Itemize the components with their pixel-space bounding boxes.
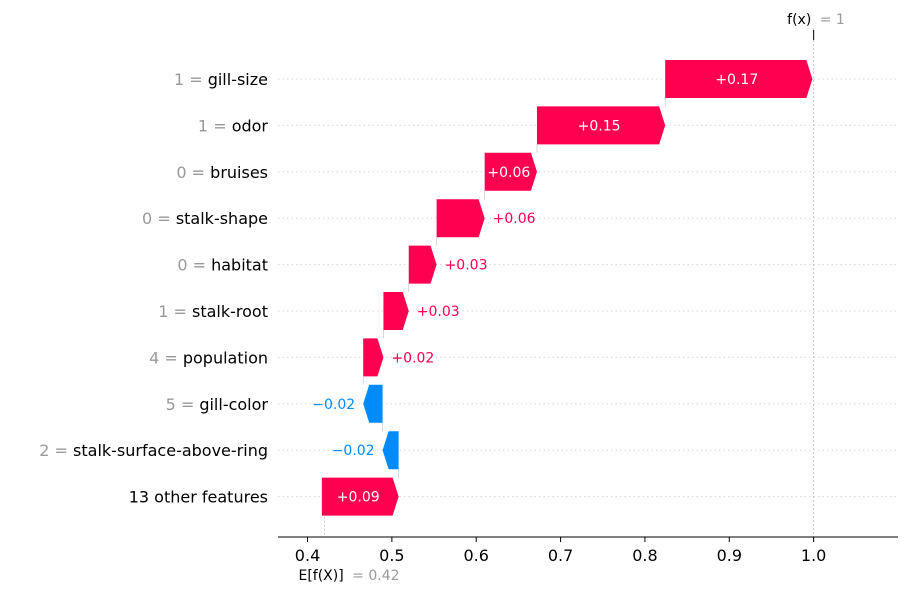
bar-positive (436, 199, 485, 238)
feature-label: 1 = gill-size (174, 70, 268, 89)
bar-value-label: −0.02 (332, 443, 375, 459)
feature-label: 2 = stalk-surface-above-ring (39, 441, 268, 460)
bars: +0.17 +0.15 +0.06 +0.06 +0.03 +0.03 +0.02 −0.02… (312, 60, 813, 516)
feature-label: 0 = bruises (176, 163, 268, 182)
fx-label-main: f(x) (787, 12, 811, 28)
feature-label: 1 = odor (198, 116, 269, 135)
feature-name: gill-size (208, 70, 268, 89)
bar-positive (363, 338, 384, 377)
efx-label: E[f(X)] = 0.42 (298, 568, 399, 584)
bar-positive (408, 245, 437, 284)
feature-value: 5 = (166, 395, 200, 414)
bar-positive (665, 60, 813, 98)
bar-value-label: +0.03 (417, 304, 460, 320)
feature-value: 4 = (149, 348, 183, 367)
annotations: f(x) = 1 E[f(X)] = 0.42 (298, 12, 844, 584)
feature-label: 1 = stalk-root (158, 302, 268, 321)
bar-value-label: +0.06 (493, 211, 536, 227)
x-tick-label: 1.0 (801, 546, 826, 565)
feature-name: stalk-root (192, 302, 268, 321)
bar-value-label: +0.17 (715, 72, 758, 88)
feature-label: 0 = habitat (177, 256, 268, 275)
feature-name: habitat (211, 256, 268, 275)
feature-name: stalk-surface-above-ring (73, 441, 268, 460)
bar-value-label: +0.09 (337, 490, 380, 506)
bar-positive (383, 292, 409, 330)
feature-value: 1 = (158, 302, 192, 321)
bar-positive (536, 106, 666, 145)
bar-value-label: +0.06 (487, 165, 530, 181)
feature-value: 0 = (142, 209, 176, 228)
feature-value: 2 = (39, 441, 73, 460)
bar-positive (484, 152, 537, 191)
bar-value-label: +0.02 (391, 350, 434, 366)
x-tick-label: 0.8 (632, 546, 657, 565)
feature-value: 1 = (174, 70, 208, 89)
feature-name: stalk-shape (176, 209, 268, 228)
bar-negative (382, 431, 399, 470)
feature-value: 0 = (177, 256, 211, 275)
feature-value: 1 = (198, 116, 232, 135)
feature-label: 13 other features (129, 488, 268, 507)
feature-name: odor (232, 116, 269, 135)
feature-label: 4 = population (149, 348, 268, 367)
fx-label-value: = 1 (820, 12, 845, 28)
x-axis: 0.4 0.5 0.6 0.7 0.8 0.9 1.0 (278, 536, 898, 565)
feature-name: bruises (210, 163, 268, 182)
x-tick-label: 0.5 (379, 546, 404, 565)
feature-name: 13 other features (129, 488, 268, 507)
bar-value-label: +0.15 (578, 118, 621, 134)
feature-name: gill-color (199, 395, 268, 414)
x-tick-label: 0.7 (548, 546, 573, 565)
fx-label: f(x) = 1 (787, 12, 845, 28)
bar-negative (363, 384, 383, 423)
bar-positive (321, 477, 399, 516)
efx-label-value: = 0.42 (352, 568, 399, 584)
feature-label: 5 = gill-color (166, 395, 269, 414)
feature-value: 0 = (176, 163, 210, 182)
x-tick-label: 0.6 (464, 546, 489, 565)
reference-lines (323, 28, 815, 537)
efx-label-main: E[f(X)] (298, 568, 343, 584)
bar-value-label: −0.02 (312, 397, 355, 413)
x-tick-label: 0.9 (717, 546, 742, 565)
feature-label: 0 = stalk-shape (142, 209, 268, 228)
x-tick-label: 0.4 (295, 546, 320, 565)
feature-name: population (183, 348, 268, 367)
bar-value-label: +0.03 (445, 258, 488, 274)
